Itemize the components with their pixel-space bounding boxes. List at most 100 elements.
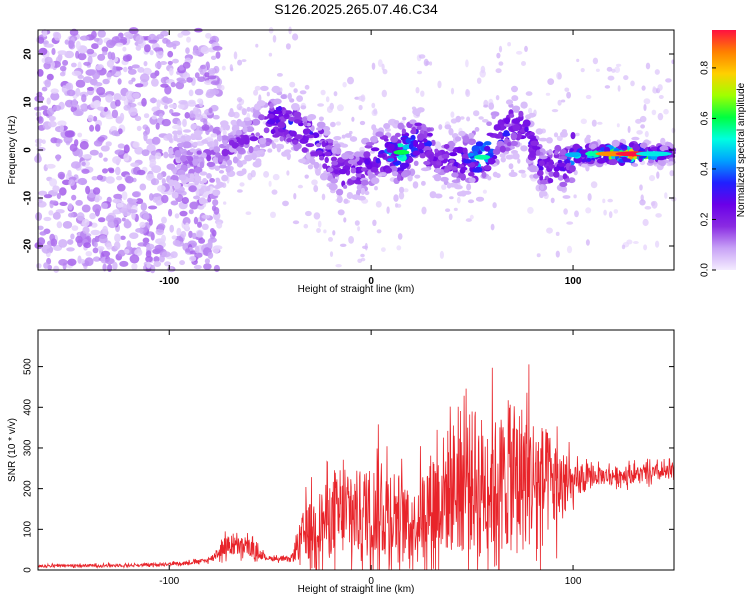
spectrogram-cell bbox=[429, 61, 433, 66]
spectrogram-cell bbox=[524, 45, 528, 53]
spectrogram-y-ticks: -20 -10 0 10 20 bbox=[23, 48, 674, 253]
spectrogram-cell bbox=[57, 50, 67, 55]
spectrogram-cell bbox=[38, 47, 48, 56]
spectrogram-cell bbox=[510, 132, 518, 140]
spectrogram-cell bbox=[642, 218, 649, 227]
spectrogram-cell bbox=[132, 191, 140, 198]
spectrogram-cell bbox=[332, 230, 336, 236]
spectrogram-cell bbox=[245, 211, 252, 215]
spectrogram-cell bbox=[511, 85, 518, 93]
spectrogram-cell bbox=[530, 140, 539, 146]
spectrogram-cell bbox=[62, 59, 69, 66]
spectrogram-cell bbox=[182, 217, 191, 226]
spectrogram-cell bbox=[499, 153, 506, 158]
spectrogram-cell bbox=[373, 108, 378, 115]
spectrogram-cell bbox=[201, 223, 209, 230]
spectrogram-cell bbox=[370, 135, 378, 143]
spectrogram-cell bbox=[116, 175, 123, 181]
spectrogram-cell bbox=[98, 152, 103, 158]
spectrogram-cell bbox=[268, 52, 273, 57]
spectrogram-cell bbox=[460, 190, 467, 197]
spectrogram-cell bbox=[423, 160, 431, 166]
spectrogram-cell bbox=[92, 247, 99, 254]
spectrogram-cell bbox=[214, 165, 220, 171]
spectrogram-cell bbox=[112, 65, 117, 75]
spectrogram-cell bbox=[486, 132, 494, 137]
spectrogram-cell bbox=[114, 71, 122, 77]
spectrogram-cell bbox=[272, 134, 280, 138]
spectrogram-cell bbox=[321, 140, 326, 148]
spectrogram-cell bbox=[357, 95, 365, 101]
spectrogram-cell bbox=[300, 105, 307, 110]
spectrogram-cell bbox=[176, 227, 182, 237]
spectrogram-cell bbox=[386, 206, 390, 214]
spectrogram-cell bbox=[77, 52, 87, 61]
spectrogram-cell bbox=[229, 108, 234, 116]
spectrogram-cell bbox=[189, 173, 195, 180]
spectrogram-cell bbox=[229, 64, 233, 72]
spectrogram-cell bbox=[434, 148, 439, 153]
spectrogram-cell bbox=[148, 218, 153, 226]
spectrogram-cell bbox=[177, 32, 184, 38]
spectrogram-cell bbox=[212, 45, 223, 51]
spectrogram-cell bbox=[102, 263, 107, 272]
spectrogram-cell bbox=[643, 98, 651, 105]
spectrogram-cell bbox=[219, 126, 224, 132]
spectrogram-cell bbox=[615, 63, 622, 67]
spectrogram-cell bbox=[75, 87, 81, 97]
spectrogram-cell bbox=[535, 128, 544, 135]
spectrogram-cell bbox=[397, 173, 401, 182]
spectrogram-cell bbox=[381, 89, 387, 98]
spectrogram-cell bbox=[641, 85, 646, 91]
spectrogram-cell bbox=[375, 157, 381, 164]
spectrogram-cell bbox=[143, 132, 148, 142]
spectrogram-cell bbox=[292, 33, 299, 41]
spectrogram-cell bbox=[351, 194, 360, 200]
spectrogram-cell bbox=[153, 260, 162, 267]
spectrogram-cell bbox=[156, 99, 161, 108]
spectrogram-cell bbox=[119, 112, 125, 122]
y-tick-label: 500 bbox=[23, 358, 34, 375]
spectrogram-cell bbox=[182, 118, 187, 128]
spectrogram-cell bbox=[241, 108, 247, 116]
spectrogram-cell bbox=[471, 145, 480, 153]
spectrogram-cell bbox=[169, 67, 174, 76]
spectrogram-cell bbox=[614, 66, 621, 73]
spectrogram-cell bbox=[172, 43, 177, 50]
spectrogram-cell bbox=[643, 244, 648, 251]
spectrogram-cell bbox=[58, 259, 68, 266]
spectrogram-cell bbox=[503, 123, 512, 127]
spectrogram-cell bbox=[210, 80, 220, 86]
snr-y-axis-label: SNR (10 * v/v) bbox=[7, 418, 18, 482]
spectrogram-cell bbox=[93, 241, 98, 248]
spectrogram-cell bbox=[71, 225, 79, 231]
spectrogram-cell bbox=[212, 114, 220, 120]
spectrogram-cell bbox=[92, 187, 101, 195]
spectrogram-cell bbox=[198, 197, 207, 205]
spectrogram-cell bbox=[293, 88, 298, 93]
spectrogram-cell bbox=[335, 121, 341, 126]
spectrogram-cell bbox=[563, 208, 568, 215]
spectrogram-cell bbox=[207, 142, 213, 147]
spectrogram-cell bbox=[427, 132, 433, 137]
spectrogram-cell bbox=[273, 138, 279, 143]
spectrogram-cell bbox=[557, 162, 567, 167]
spectrogram-cell bbox=[258, 114, 265, 121]
spectrogram-cell bbox=[462, 135, 470, 143]
spectrogram-cell bbox=[639, 184, 643, 191]
spectrogram-cell bbox=[142, 213, 150, 220]
spectrogram-cell bbox=[207, 240, 213, 249]
spectrogram-cell bbox=[134, 83, 144, 88]
spectrogram-cell bbox=[591, 119, 597, 127]
spectrogram-cell bbox=[92, 116, 98, 122]
spectrogram-cell bbox=[199, 161, 205, 169]
spectrogram-cell bbox=[242, 126, 248, 133]
spectrogram-cell bbox=[113, 93, 122, 102]
spectrogram-cell bbox=[500, 156, 506, 163]
spectrogram-cell bbox=[79, 140, 89, 150]
spectrogram-cell bbox=[236, 103, 242, 111]
spectrogram-cell bbox=[639, 115, 647, 123]
spectrogram-cell bbox=[188, 209, 194, 215]
spectrogram-cell bbox=[193, 216, 198, 225]
spectrogram-cell bbox=[538, 155, 548, 160]
